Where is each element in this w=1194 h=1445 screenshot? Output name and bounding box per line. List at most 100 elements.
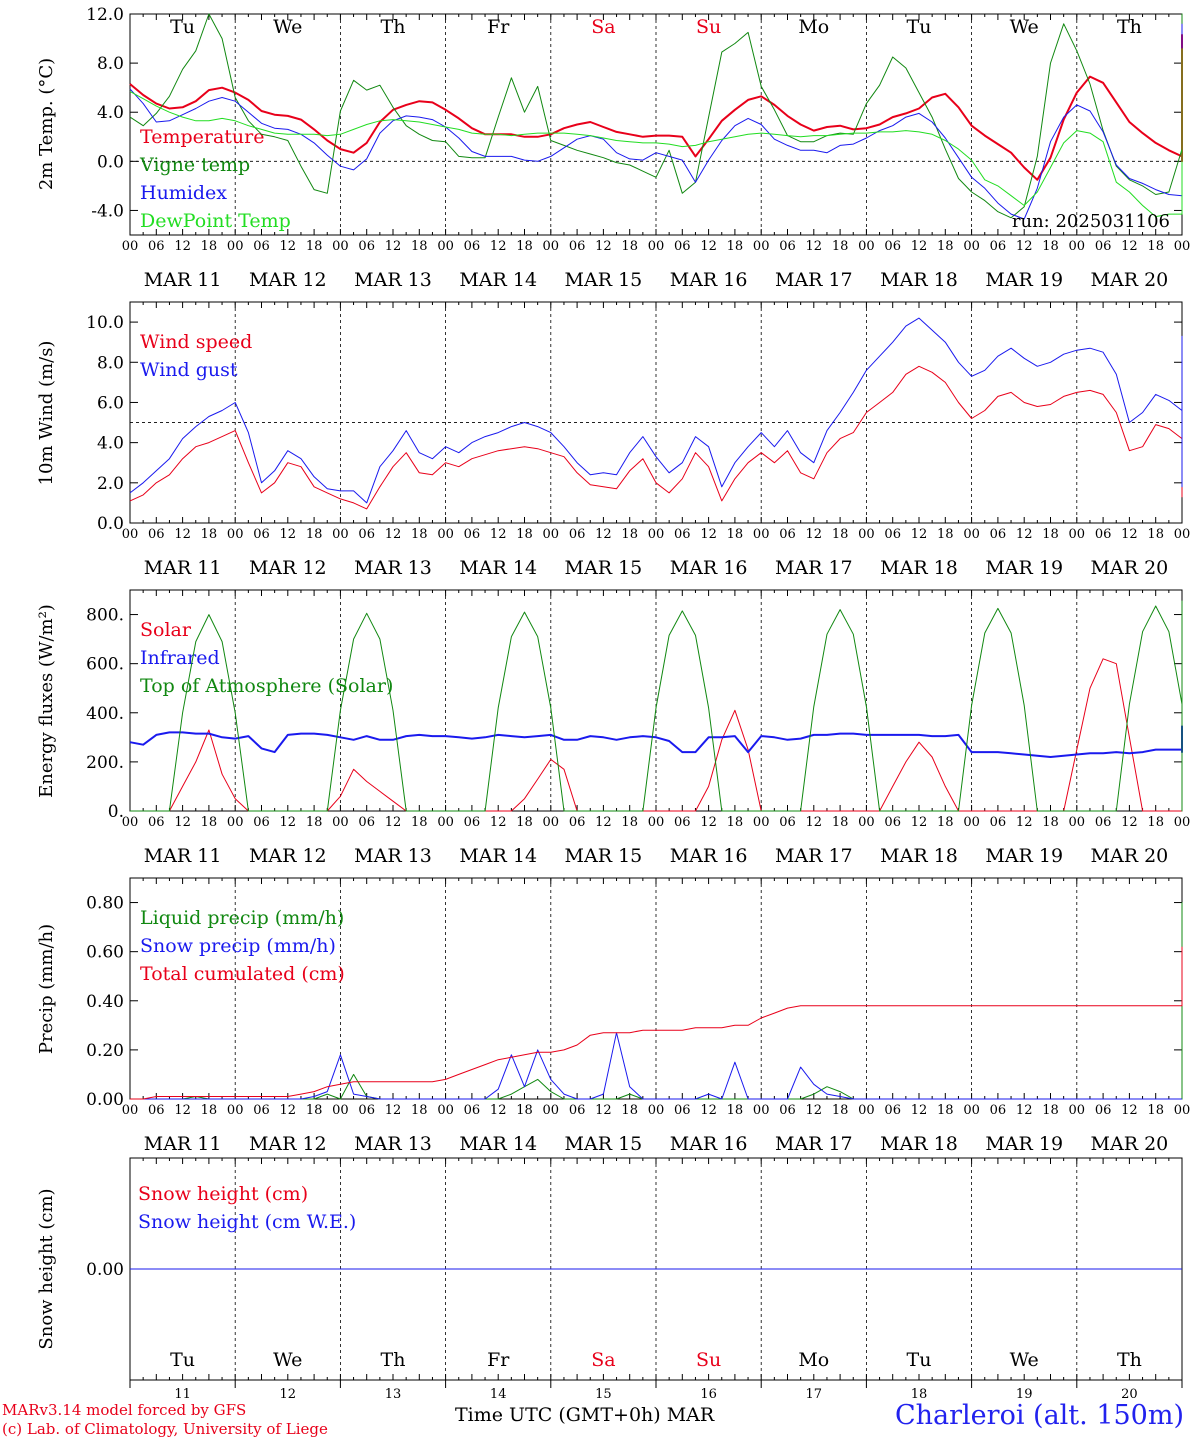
weekday-label-bottom: Tu: [907, 1349, 932, 1371]
hour-tick-label: 06: [990, 1103, 1007, 1118]
hour-tick-label: 06: [148, 1103, 165, 1118]
day-number-label: 12: [280, 1387, 297, 1402]
hour-tick-label: 12: [806, 815, 823, 830]
weekday-label-top: Tu: [907, 16, 932, 38]
weekday-label-top: We: [273, 16, 302, 38]
hour-tick-label: 06: [464, 239, 481, 254]
date-label: MAR 13: [354, 845, 432, 867]
hour-tick-label: 00: [753, 527, 770, 542]
hour-tick-label: 06: [884, 239, 901, 254]
y-tick-label: 6.0: [97, 393, 124, 413]
date-label: MAR 16: [670, 557, 748, 579]
hour-tick-label: 06: [1095, 815, 1112, 830]
hour-tick-label: 00: [227, 1103, 244, 1118]
hour-tick-label: 12: [911, 1103, 928, 1118]
hour-tick-label: 00: [122, 527, 139, 542]
hour-tick-label: 18: [1042, 815, 1059, 830]
hour-tick-label: 12: [700, 815, 717, 830]
hour-tick-label: 00: [1069, 239, 1086, 254]
hour-tick-label: 06: [148, 527, 165, 542]
date-label: MAR 15: [565, 269, 643, 291]
hour-tick-label: 00: [753, 815, 770, 830]
date-label: MAR 11: [144, 1133, 222, 1155]
hour-tick-label: 18: [1147, 527, 1164, 542]
date-label: MAR 13: [354, 269, 432, 291]
hour-tick-label: 12: [911, 815, 928, 830]
date-label: MAR 17: [775, 1133, 853, 1155]
hour-tick-label: 18: [727, 1103, 744, 1118]
hour-tick-label: 06: [990, 527, 1007, 542]
y-tick-label: -4.0: [91, 201, 124, 221]
series-line-dewpoint-temp: [129, 48, 1183, 218]
hour-tick-label: 06: [674, 239, 691, 254]
y-tick-label: 12.0: [86, 5, 124, 25]
y-tick-label: 4.0: [97, 103, 124, 123]
date-label: MAR 20: [1091, 269, 1169, 291]
hour-tick-label: 00: [227, 815, 244, 830]
hour-tick-label: 00: [753, 239, 770, 254]
hour-tick-label: 06: [1095, 1103, 1112, 1118]
hour-tick-label: 12: [385, 1103, 402, 1118]
hour-tick-label: 18: [937, 815, 954, 830]
hour-tick-label: 00: [543, 527, 560, 542]
hour-tick-label: 00: [227, 239, 244, 254]
hour-tick-label: 18: [201, 1103, 218, 1118]
hour-tick-label: 00: [963, 815, 980, 830]
hour-tick-label: 00: [858, 527, 875, 542]
day-number-label: 15: [595, 1387, 612, 1402]
station-name: Charleroi (alt. 150m): [895, 1400, 1184, 1431]
hour-tick-label: 18: [937, 1103, 954, 1118]
legend-entry: Snow height (cm): [138, 1183, 308, 1205]
hour-tick-label: 06: [253, 815, 270, 830]
hour-tick-label: 12: [1121, 527, 1138, 542]
legend-entry: Humidex: [140, 182, 227, 204]
hour-tick-label: 00: [437, 527, 454, 542]
hour-tick-label: 06: [253, 1103, 270, 1118]
weekday-label-bottom: Su: [696, 1349, 721, 1371]
hour-tick-label: 18: [1042, 1103, 1059, 1118]
hour-tick-label: 00: [543, 1103, 560, 1118]
hour-tick-label: 06: [464, 527, 481, 542]
y-tick-label: 0.60: [86, 943, 124, 963]
y-tick-label: 0.00: [86, 1260, 124, 1280]
date-label: MAR 14: [459, 269, 537, 291]
y-tick-label: 0.80: [86, 894, 124, 914]
date-label: MAR 15: [565, 557, 643, 579]
hour-tick-label: 06: [1095, 527, 1112, 542]
weekday-label-bottom: Th: [381, 1349, 406, 1371]
hour-tick-label: 06: [358, 527, 375, 542]
hour-tick-label: 00: [1174, 815, 1191, 830]
y-axis-label: Snow height (cm): [36, 1188, 57, 1349]
weekday-label-top: Mo: [798, 16, 829, 38]
date-label: MAR 17: [775, 557, 853, 579]
weekday-label-bottom: We: [1010, 1349, 1039, 1371]
hour-tick-label: 12: [806, 1103, 823, 1118]
hour-tick-label: 06: [464, 1103, 481, 1118]
y-tick-label: 10.0: [86, 313, 124, 333]
hour-tick-label: 18: [1147, 239, 1164, 254]
legend-entry: Solar: [140, 619, 192, 641]
hour-tick-label: 00: [963, 1103, 980, 1118]
hour-tick-label: 12: [1016, 1103, 1033, 1118]
hour-tick-label: 18: [1042, 239, 1059, 254]
credit-line-lab: (c) Lab. of Climatology, University of L…: [2, 1420, 328, 1438]
date-label: MAR 17: [775, 845, 853, 867]
y-axis-label: 2m Temp. (°C): [36, 58, 57, 190]
x-axis-title: Time UTC (GMT+0h) MAR: [455, 1404, 715, 1426]
hour-tick-label: 12: [385, 527, 402, 542]
y-tick-label: 0.0: [97, 152, 124, 172]
date-label: MAR 14: [459, 845, 537, 867]
weekday-label-bottom: Fr: [487, 1349, 510, 1371]
hour-tick-label: 00: [648, 527, 665, 542]
hour-tick-label: 06: [990, 815, 1007, 830]
hour-tick-label: 00: [437, 239, 454, 254]
hour-tick-label: 00: [122, 1103, 139, 1118]
hour-tick-label: 12: [385, 239, 402, 254]
hour-tick-label: 12: [490, 239, 507, 254]
weekday-label-top: Th: [381, 16, 406, 38]
date-label: MAR 19: [985, 845, 1063, 867]
weekday-label-top: Sa: [591, 16, 615, 38]
weekday-label-top: Tu: [170, 16, 195, 38]
hour-tick-label: 06: [253, 239, 270, 254]
hour-tick-label: 12: [700, 239, 717, 254]
